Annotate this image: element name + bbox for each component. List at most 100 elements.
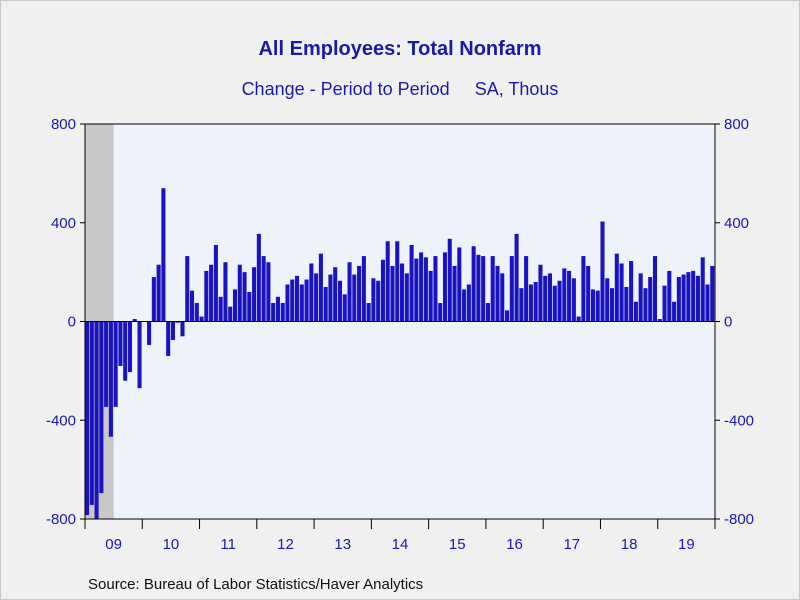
bar bbox=[385, 241, 390, 322]
bar bbox=[190, 290, 195, 322]
bar bbox=[104, 321, 109, 407]
bar bbox=[586, 265, 591, 322]
x-tick-label: 09 bbox=[105, 536, 122, 553]
bar bbox=[347, 262, 352, 322]
bar bbox=[695, 275, 700, 322]
bar bbox=[485, 302, 490, 322]
bar bbox=[633, 301, 638, 322]
bar bbox=[323, 286, 328, 322]
bar bbox=[509, 256, 514, 322]
bar bbox=[605, 278, 610, 322]
bar bbox=[533, 282, 538, 322]
bar bbox=[304, 279, 309, 322]
bar bbox=[629, 261, 634, 322]
y-tick-label-left: -800 bbox=[46, 511, 76, 528]
bar bbox=[99, 321, 104, 494]
bar bbox=[514, 233, 519, 322]
bar bbox=[89, 321, 94, 505]
bar bbox=[151, 277, 156, 322]
bar bbox=[380, 259, 385, 322]
bar bbox=[428, 270, 433, 322]
bar bbox=[361, 256, 366, 322]
bar bbox=[352, 274, 357, 322]
bar bbox=[137, 321, 142, 389]
bar bbox=[476, 254, 481, 322]
bar bbox=[528, 284, 533, 322]
bar bbox=[194, 302, 199, 322]
bar bbox=[113, 321, 118, 407]
bar bbox=[710, 265, 715, 322]
y-tick-label-right: -400 bbox=[724, 412, 754, 429]
bar bbox=[500, 273, 505, 322]
bar bbox=[275, 296, 280, 322]
bar bbox=[610, 288, 615, 322]
bar bbox=[505, 310, 510, 322]
bar bbox=[199, 316, 204, 322]
bar bbox=[543, 275, 548, 322]
bar bbox=[290, 279, 295, 322]
bar bbox=[614, 253, 619, 322]
bar bbox=[581, 256, 586, 322]
bar bbox=[652, 256, 658, 322]
y-tick-label-left: 0 bbox=[68, 314, 76, 331]
bar bbox=[299, 284, 304, 322]
bar bbox=[624, 286, 629, 322]
bar bbox=[705, 284, 710, 322]
bar bbox=[161, 188, 166, 322]
bar bbox=[232, 289, 238, 322]
bar bbox=[252, 267, 257, 322]
bar bbox=[471, 246, 476, 322]
bar bbox=[667, 270, 672, 322]
bar bbox=[170, 321, 175, 341]
bar bbox=[180, 321, 185, 337]
bar bbox=[366, 302, 371, 322]
bar bbox=[357, 265, 362, 322]
bar bbox=[466, 284, 471, 322]
bar bbox=[127, 321, 133, 373]
bar bbox=[280, 302, 285, 322]
bar bbox=[538, 264, 543, 322]
subtitle-right: SA, Thous bbox=[474, 79, 559, 99]
bar bbox=[118, 321, 123, 366]
bar bbox=[547, 273, 553, 322]
bar bbox=[519, 288, 524, 322]
bar bbox=[237, 264, 242, 322]
x-tick-label: 11 bbox=[220, 536, 236, 553]
bar bbox=[175, 321, 180, 323]
chart-subtitle: Change - Period to Period SA, Thous bbox=[0, 79, 800, 100]
bar bbox=[400, 263, 405, 322]
bar bbox=[495, 265, 500, 322]
y-tick-label-right: -800 bbox=[724, 511, 754, 528]
bar bbox=[256, 233, 261, 322]
y-tick-label-left: -400 bbox=[46, 412, 76, 429]
x-tick-label: 12 bbox=[277, 536, 294, 553]
bar bbox=[557, 280, 562, 322]
bar bbox=[242, 272, 247, 322]
bar bbox=[648, 277, 653, 322]
bar bbox=[132, 319, 137, 322]
bar bbox=[309, 263, 314, 322]
bar bbox=[447, 238, 452, 322]
bar bbox=[213, 244, 218, 322]
bar bbox=[600, 221, 605, 322]
bar bbox=[261, 256, 266, 322]
y-tick-label-right: 0 bbox=[724, 314, 732, 331]
bar bbox=[295, 275, 300, 322]
source-note: Source: Bureau of Labor Statistics/Haver… bbox=[88, 576, 424, 593]
chart-title: All Employees: Total Nonfarm bbox=[258, 38, 542, 60]
bar bbox=[423, 257, 428, 322]
bar bbox=[662, 285, 667, 322]
bar bbox=[266, 262, 271, 322]
bar bbox=[571, 278, 576, 322]
bar bbox=[395, 241, 400, 322]
bar bbox=[166, 321, 171, 357]
bar bbox=[686, 272, 691, 322]
bar bbox=[481, 256, 486, 322]
bar bbox=[123, 321, 128, 381]
bar bbox=[567, 270, 572, 322]
bar bbox=[185, 256, 190, 322]
bar bbox=[438, 302, 443, 322]
bar bbox=[576, 316, 581, 322]
subtitle-left: Change - Period to Period bbox=[241, 79, 450, 99]
bar bbox=[285, 284, 290, 322]
